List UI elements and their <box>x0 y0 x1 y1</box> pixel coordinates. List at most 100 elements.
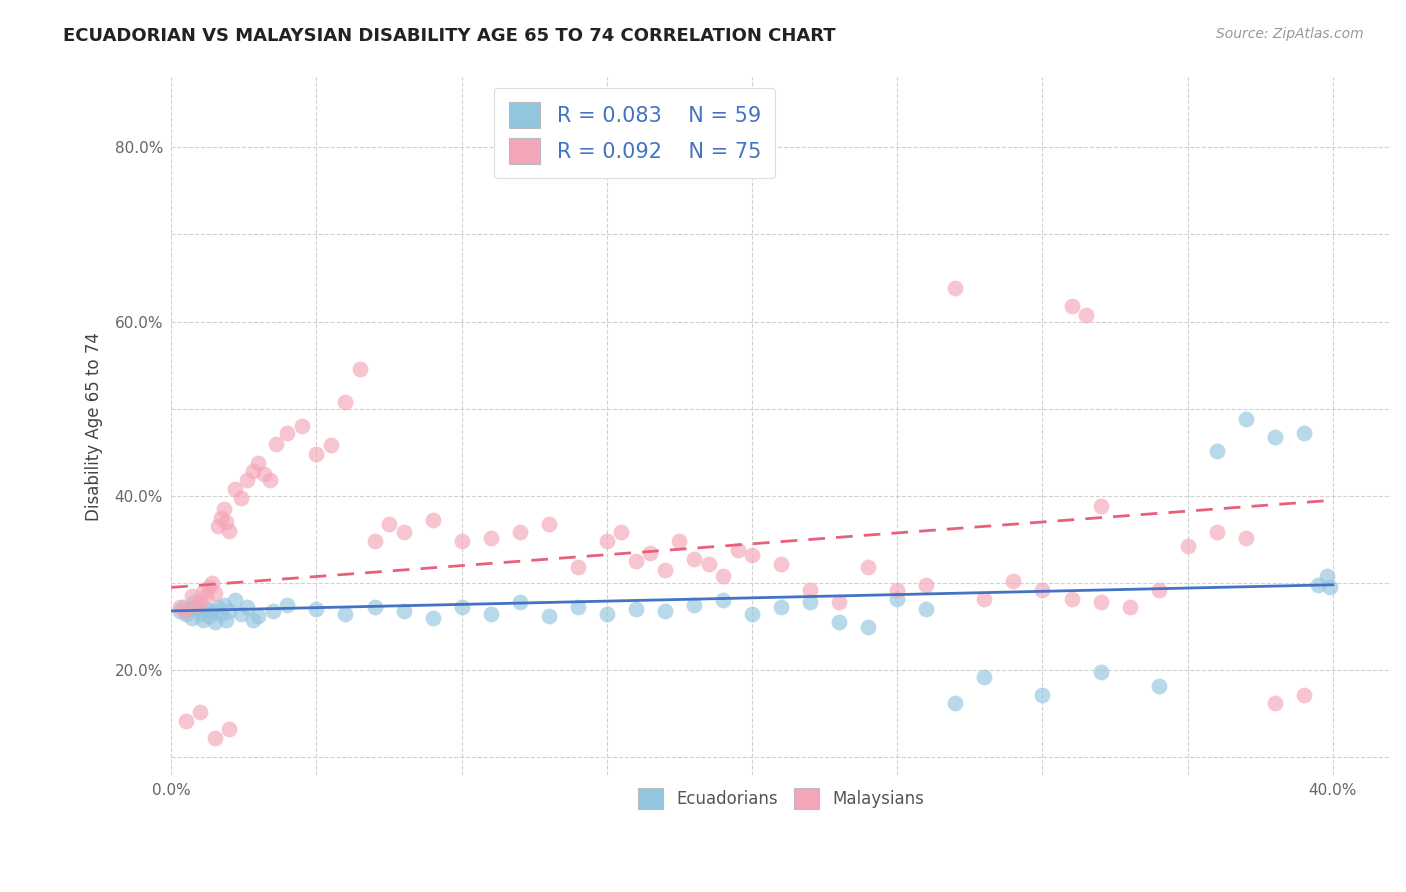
Point <box>291 419 314 434</box>
Point <box>943 696 966 710</box>
Point <box>392 604 415 618</box>
Point <box>259 473 281 487</box>
Point <box>973 591 995 606</box>
Point <box>1316 569 1339 583</box>
Point <box>212 598 235 612</box>
Point <box>1292 426 1315 441</box>
Point <box>741 607 763 621</box>
Point <box>479 531 502 545</box>
Point <box>242 613 264 627</box>
Point <box>1264 696 1286 710</box>
Point <box>450 534 472 549</box>
Point <box>188 595 211 609</box>
Point <box>215 515 238 529</box>
Point <box>276 426 298 441</box>
Point <box>1234 531 1257 545</box>
Point <box>799 595 821 609</box>
Point <box>247 609 270 624</box>
Point <box>567 560 589 574</box>
Point <box>169 604 191 618</box>
Point <box>392 525 415 540</box>
Point <box>204 615 226 630</box>
Point <box>1147 582 1170 597</box>
Point <box>1031 582 1053 597</box>
Point <box>236 473 259 487</box>
Point <box>172 600 194 615</box>
Point <box>188 705 211 719</box>
Legend: Ecuadorians, Malaysians: Ecuadorians, Malaysians <box>631 781 931 815</box>
Point <box>509 595 531 609</box>
Point <box>188 607 211 621</box>
Point <box>215 613 238 627</box>
Point <box>195 589 218 603</box>
Point <box>174 604 197 618</box>
Point <box>479 607 502 621</box>
Point <box>247 456 270 470</box>
Point <box>697 557 720 571</box>
Point <box>224 593 246 607</box>
Point <box>335 394 357 409</box>
Point <box>654 563 676 577</box>
Point <box>1319 581 1341 595</box>
Point <box>169 600 191 615</box>
Point <box>509 525 531 540</box>
Point <box>183 595 205 609</box>
Point <box>858 560 880 574</box>
Point <box>858 619 880 633</box>
Point <box>1090 500 1112 514</box>
Point <box>1177 540 1199 554</box>
Point <box>276 598 298 612</box>
Point <box>828 615 851 630</box>
Point <box>770 600 793 615</box>
Point <box>212 502 235 516</box>
Point <box>186 598 208 612</box>
Point <box>195 602 218 616</box>
Point <box>209 510 232 524</box>
Point <box>174 714 197 728</box>
Point <box>198 581 221 595</box>
Point <box>1031 688 1053 702</box>
Point <box>537 609 560 624</box>
Point <box>1264 429 1286 443</box>
Point <box>180 589 202 603</box>
Point <box>363 534 385 549</box>
Point <box>1060 299 1083 313</box>
Point <box>596 534 619 549</box>
Point <box>683 598 706 612</box>
Point <box>915 578 938 592</box>
Point <box>204 586 226 600</box>
Point <box>198 609 221 624</box>
Point <box>201 604 224 618</box>
Point <box>450 600 472 615</box>
Point <box>711 593 734 607</box>
Point <box>204 731 226 746</box>
Point <box>218 723 240 737</box>
Point <box>654 604 676 618</box>
Point <box>201 576 224 591</box>
Point <box>229 607 252 621</box>
Point <box>177 602 200 616</box>
Point <box>1118 600 1140 615</box>
Point <box>264 436 287 450</box>
Point <box>193 584 215 599</box>
Point <box>1090 665 1112 679</box>
Point <box>624 602 647 616</box>
Point <box>886 582 908 597</box>
Point <box>915 602 938 616</box>
Point <box>229 491 252 505</box>
Point <box>683 551 706 566</box>
Point <box>193 613 215 627</box>
Point <box>1147 679 1170 693</box>
Point <box>1090 595 1112 609</box>
Point <box>668 534 690 549</box>
Point <box>262 604 284 618</box>
Point <box>886 591 908 606</box>
Point <box>1205 443 1227 458</box>
Point <box>624 554 647 568</box>
Point <box>422 611 444 625</box>
Point <box>1205 525 1227 540</box>
Point <box>640 545 662 559</box>
Point <box>207 519 229 533</box>
Point <box>973 670 995 684</box>
Point <box>174 607 197 621</box>
